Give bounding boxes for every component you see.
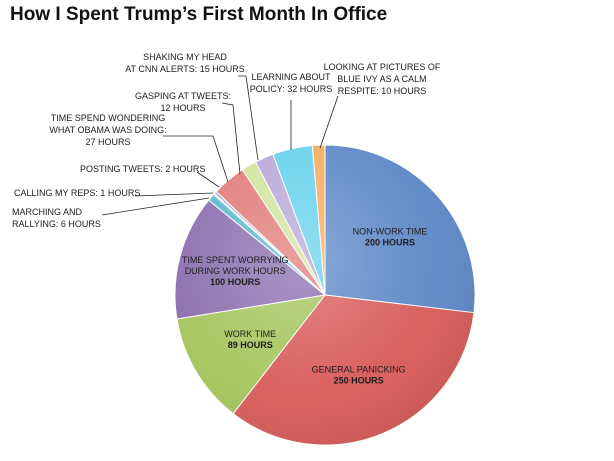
slice-labels: NON-WORK TIME 200 HOURS GENERAL PANICKING 2… (12, 52, 441, 386)
leader-line-time-spend-wondering-what-obama-was-doing-27-hours (163, 135, 229, 183)
leader-line-looking-at-pictures-of-blue-ivy-as-a-calm-respite-10-hours (319, 95, 339, 149)
leader-line-posting-tweets-2-hours (196, 171, 220, 188)
slice-label-non-work-time: NON-WORK TIME 200 HOURS (353, 227, 428, 248)
callout-label-calling-my-reps-1-hours: CALLING MY REPS: 1 HOURS (14, 188, 140, 198)
callout-label-time-spend-wondering-what-obama-was-doing-27-hours: TIME SPEND WONDERING WHAT OBAMA WAS DOING… (49, 113, 166, 147)
slice-label-general-panicking: GENERAL PANICKING 250 HOURS (312, 365, 406, 386)
slice-label-time-spent-worrying-during-work-hours: TIME SPENT WORRYING DURING WORK HOURS 100 … (182, 255, 289, 287)
slice-label-work-time: WORK TIME 89 HOURS (224, 329, 276, 350)
callout-leaders (101, 75, 339, 216)
leader-line-shaking-my-head-at-cnn-alerts-15-hours (238, 75, 259, 161)
callout-label-gasping-at-tweets-12-hours: GASPING AT TWEETS: 12 HOURS (135, 91, 231, 113)
callout-label-learning-about-policy-32-hours: LEARNING ABOUT POLICY: 32 HOURS (250, 72, 333, 94)
leader-line-marching-and-rallying-6-hours (101, 197, 210, 216)
callout-label-shaking-my-head-at-cnn-alerts-15-hours: SHAKING MY HEAD AT CNN ALERTS: 15 HOURS (125, 52, 245, 74)
callout-label-marching-and-rallying-6-hours: MARCHING AND RALLYING: 6 HOURS (12, 207, 101, 229)
leader-line-calling-my-reps-1-hours (134, 192, 214, 197)
callout-label-posting-tweets-2-hours: POSTING TWEETS: 2 HOURS (80, 164, 205, 174)
callout-label-looking-at-pictures-of-blue-ivy-as-a-calm-respite-10-hours: LOOKING AT PICTURES OF BLUE IVY AS A CALM… (324, 62, 441, 96)
pie-gloss (175, 145, 475, 445)
chart-title: How I Spent Trump’s First Month In Offic… (10, 4, 388, 25)
leader-line-gasping-at-tweets-12-hours (221, 102, 241, 175)
